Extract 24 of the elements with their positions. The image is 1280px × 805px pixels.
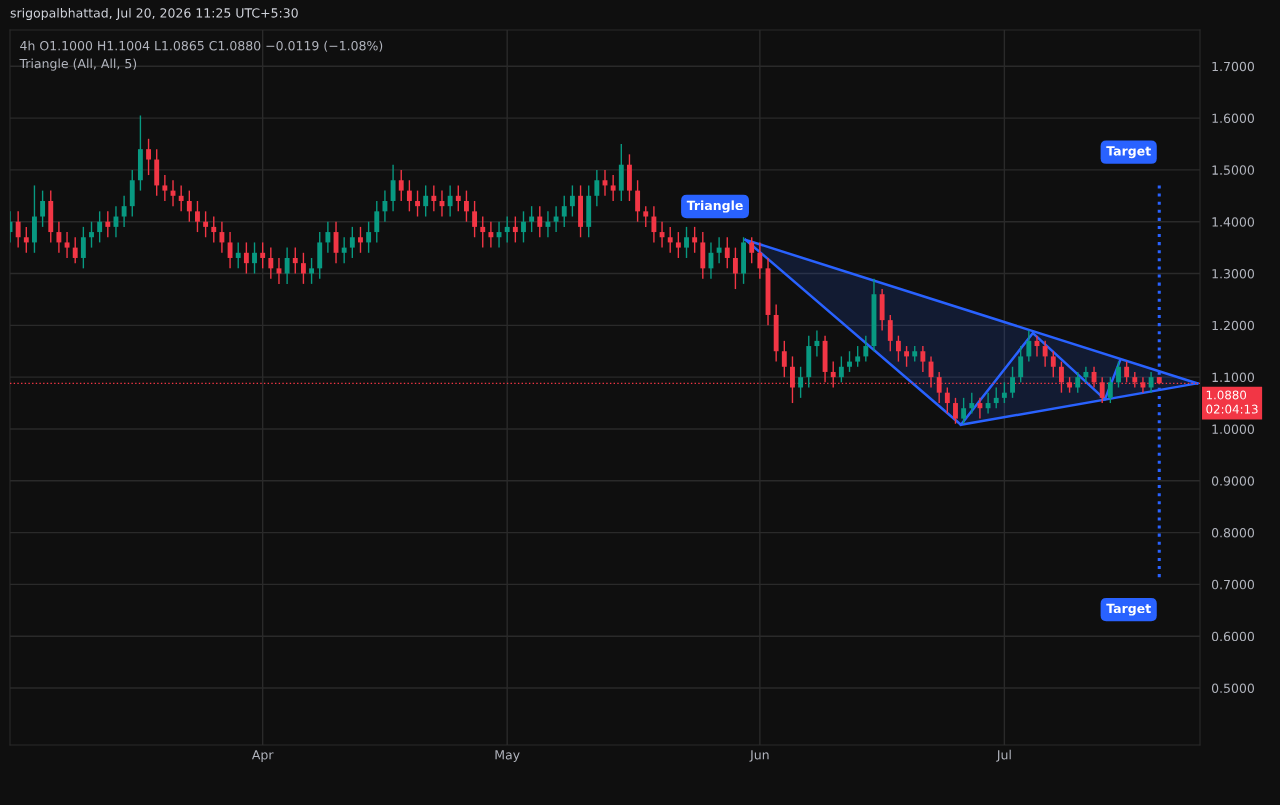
annotation: Target: [1106, 603, 1151, 616]
x-tick-label: Jul: [996, 749, 1011, 762]
ref-line-label: 1.0880 02:04:13: [1206, 390, 1258, 414]
y-tick-label: 0.9000: [1211, 476, 1255, 486]
y-tick-label: 1.3000: [1212, 268, 1255, 279]
y-tick-label: 1.7000: [1212, 61, 1255, 72]
text: srigopalbhattad, Jul 20, 2026 11:25 UTC+5:30: [10, 7, 298, 21]
text: 4h O1.1000 H1.1004 L1.0865 C1.0880 −0.0119 (−1.08%): [20, 40, 383, 52]
annotation: Triangle: [686, 200, 743, 213]
annotation: Target: [1106, 146, 1151, 159]
y-tick-label: 0.7000: [1211, 579, 1255, 590]
y-tick-label: 1.4000: [1212, 217, 1255, 227]
y-tick-label: 1.5000: [1212, 165, 1255, 175]
x-tick-label: Apr: [251, 750, 274, 762]
y-tick-label: 0.6000: [1211, 631, 1255, 642]
y-tick-label: 1.6000: [1212, 113, 1255, 124]
text: Triangle (All, All, 5): [19, 58, 137, 71]
x-tick-label: Jun: [749, 750, 769, 762]
y-tick-label: 0.8000: [1211, 528, 1255, 538]
x-tick-label: May: [495, 750, 520, 762]
y-tick-label: 1.0000: [1212, 424, 1255, 434]
y-tick-label: 1.1000: [1212, 372, 1255, 383]
y-tick-label: 1.2000: [1212, 320, 1255, 331]
y-tick-label: 0.5000: [1211, 683, 1255, 693]
